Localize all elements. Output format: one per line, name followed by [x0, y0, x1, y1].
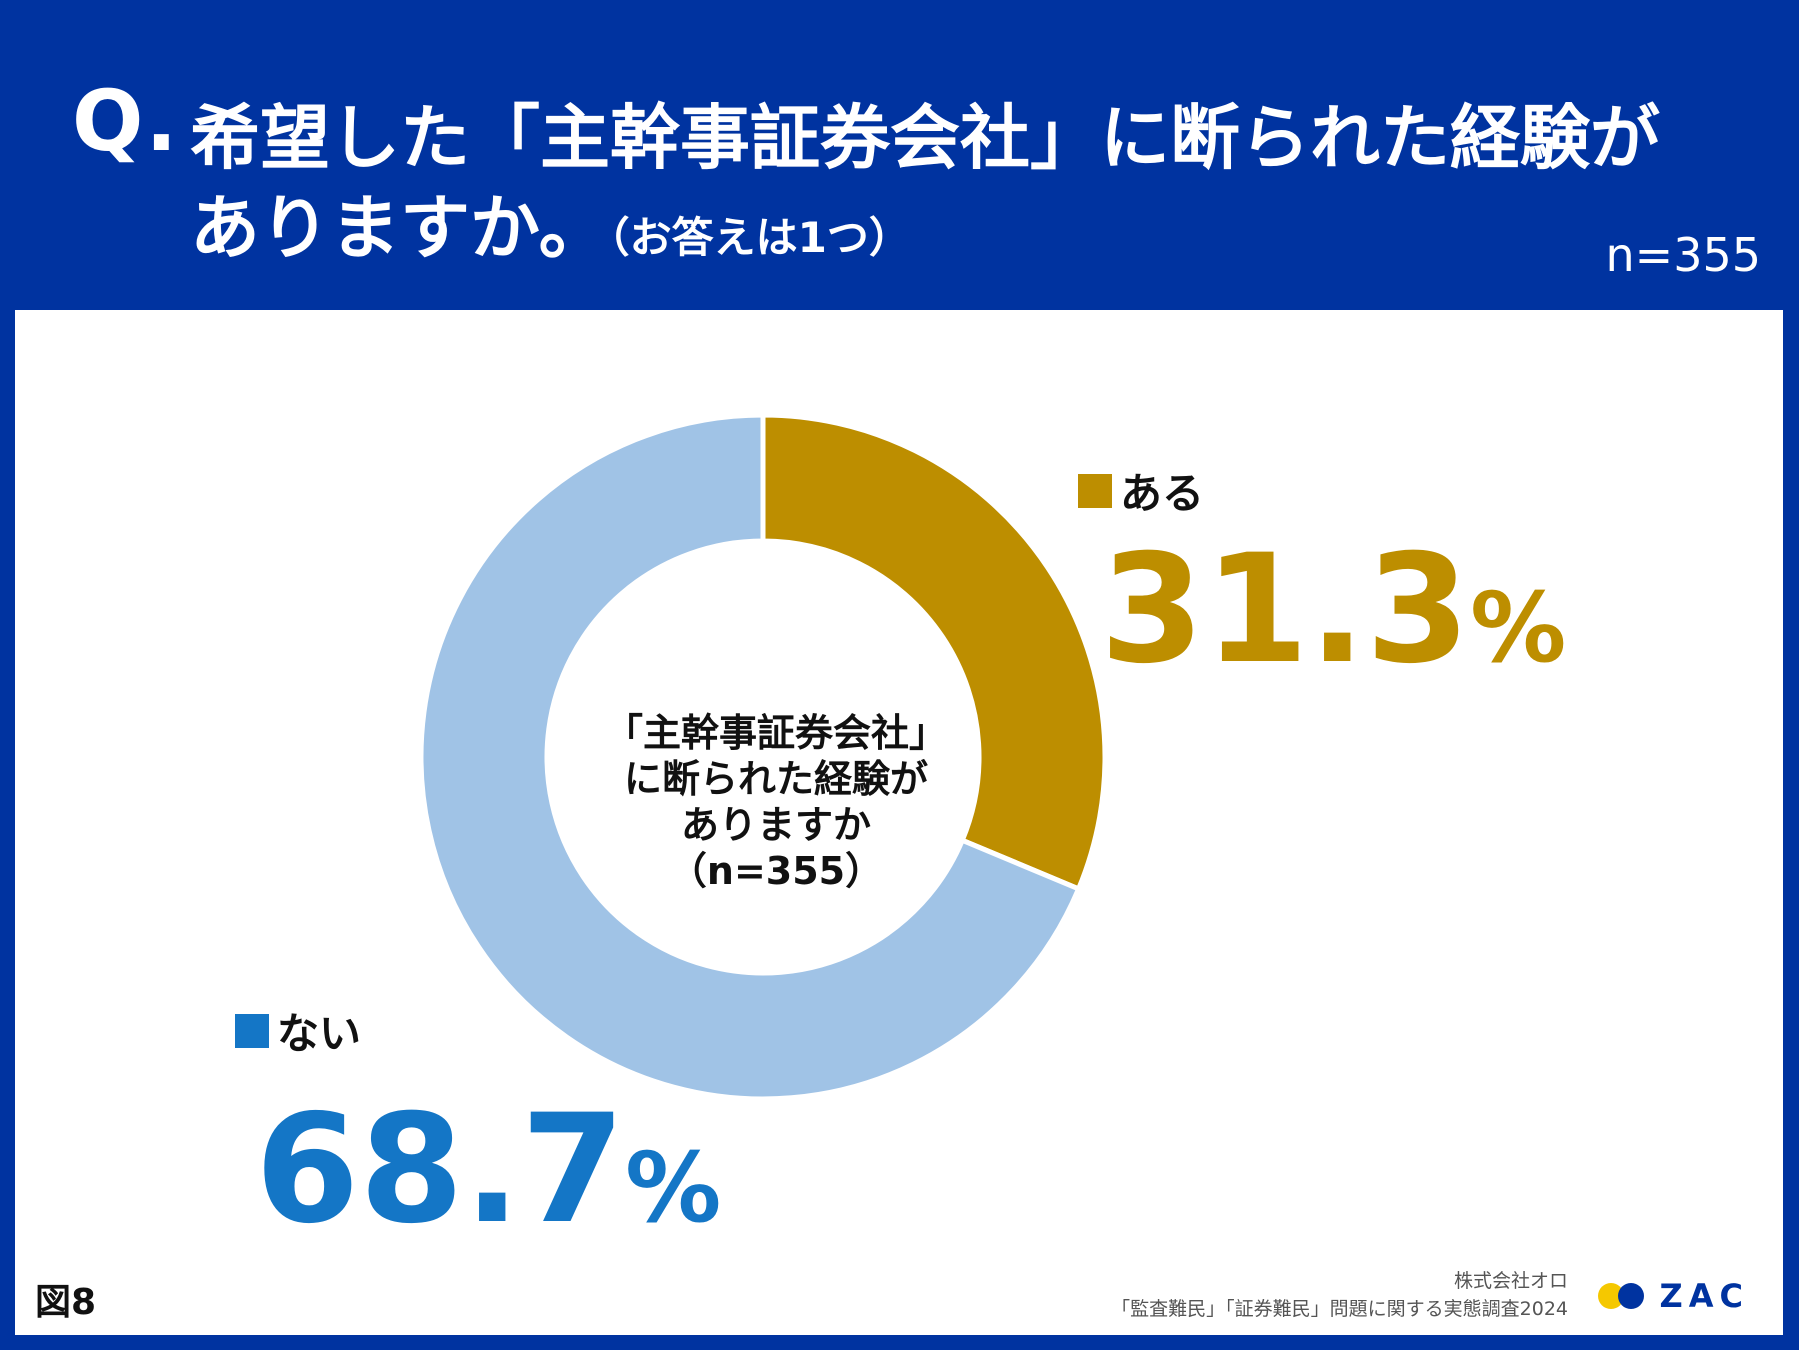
question-note: （お答えは1つ） [608, 213, 911, 262]
data-label-aru-value: 31.3 [1100, 523, 1471, 697]
data-label-aru: 31.3% [1100, 535, 1566, 685]
question-line-2: ありますか。（お答えは1つ） [190, 172, 911, 273]
question-mark: Q. [72, 72, 180, 170]
legend-swatch-aru [1078, 473, 1112, 508]
data-label-nai: 68.7% [255, 1095, 721, 1245]
legend-label-nai: ない [277, 1009, 362, 1058]
data-label-aru-unit: % [1470, 572, 1567, 684]
center-text-line-3: ありますか [680, 803, 871, 847]
center-text-line-1: 「主幹事証券会社」 [604, 711, 947, 755]
legend-item-nai: ない [235, 1000, 361, 1061]
data-label-nai-value: 68.7 [255, 1083, 626, 1257]
zac-logo: ZAC [1597, 1277, 1749, 1315]
company-name: 株式会社オロ [1453, 1270, 1568, 1292]
data-label-nai-unit: % [625, 1132, 722, 1244]
center-text-line-2: に断られた経験が [623, 757, 928, 801]
logo-text: ZAC [1659, 1277, 1749, 1315]
sample-size: n=355 [1605, 228, 1762, 282]
donut-center-text: 「主幹事証券会社」 に断られた経験が ありますか （n=355） [576, 710, 976, 894]
survey-title: 「監査難民」「証券難民」問題に関する実態調査2024 [1111, 1298, 1568, 1320]
donut-slice-aru [760, 412, 1108, 893]
figure-label: 図8 [35, 1282, 97, 1323]
question-line-1: 希望した「主幹事証券会社」に断られた経験が [190, 97, 1660, 179]
donut-chart [418, 412, 1108, 1102]
legend-swatch-nai [235, 1013, 269, 1048]
donut-slice-nai [418, 412, 1082, 1102]
chart-panel: 「主幹事証券会社」 に断られた経験が ありますか （n=355） ある 31.3… [15, 310, 1783, 1335]
question-line-2-text: ありますか。 [190, 187, 609, 269]
credit: 株式会社オロ 「監査難民」「証券難民」問題に関する実態調査2024 [1111, 1267, 1568, 1323]
legend-label-aru: ある [1120, 469, 1205, 518]
center-text-line-4: （n=355） [668, 849, 884, 893]
legend-item-aru: ある [1078, 460, 1204, 521]
logo-blue-dot-icon [1617, 1283, 1644, 1309]
header: Q. 希望した「主幹事証券会社」に断られた経験が ありますか。（お答えは1つ） … [0, 0, 1799, 310]
